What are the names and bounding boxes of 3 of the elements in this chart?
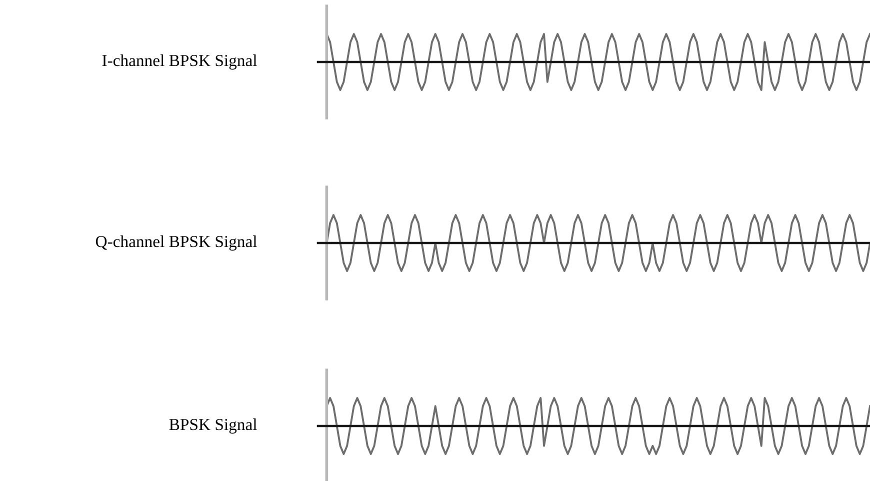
y-axis-title: Q-channel BPSK Signal [96,235,257,251]
y-axis-title: I-channel BPSK Signal [102,54,257,70]
y-axis-title: BPSK Signal [169,418,257,434]
